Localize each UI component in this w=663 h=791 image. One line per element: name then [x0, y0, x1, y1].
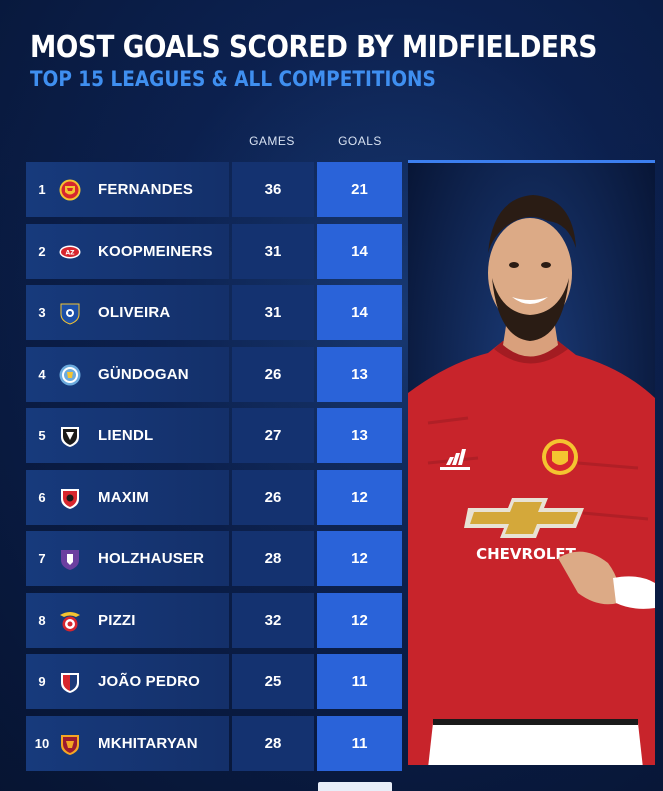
rank-number: 1	[38, 182, 46, 197]
cagliari-crest-icon	[59, 670, 81, 694]
player-photo: CHEVROLET	[408, 160, 655, 765]
rank-number: 2	[38, 243, 46, 259]
rank-number: 5	[38, 428, 46, 443]
manchester-united-crest-icon	[59, 178, 81, 202]
column-header-goals: GOALS	[338, 134, 382, 148]
row-player-cell: 6 MAXIM	[26, 469, 229, 525]
games-value: 28	[232, 531, 314, 586]
benfica-crest-icon	[59, 609, 81, 633]
row-player-cell: 7 HOLZHAUSER	[26, 531, 229, 586]
goals-value: 12	[317, 531, 402, 586]
games-value: 36	[232, 162, 314, 217]
table-row: 10 MKHITARYAN 28 11	[26, 715, 402, 771]
row-player-cell: 5 LIENDL	[26, 408, 229, 463]
player-name: OLIVEIRA	[98, 304, 171, 321]
table-row: 5 LIENDL 27 13	[26, 408, 402, 463]
row-player-cell: 4 GÜNDOGAN	[26, 346, 229, 402]
goals-value: 14	[317, 223, 402, 279]
games-value: 31	[232, 285, 314, 340]
rank-number: 3	[38, 305, 46, 320]
goals-value: 14	[317, 285, 402, 340]
row-player-cell: 2 AZ KOOPMEINERS	[26, 223, 229, 279]
rank-number: 7	[38, 551, 46, 566]
games-value: 26	[232, 469, 314, 525]
row-player-cell: 10 MKHITARYAN	[26, 715, 229, 771]
table-row: 3 OLIVEIRA 31 14	[26, 285, 402, 340]
games-value: 28	[232, 715, 314, 771]
rank-number: 8	[38, 612, 46, 628]
row-player-cell: 8 PIZZI	[26, 592, 229, 648]
goals-value: 13	[317, 346, 402, 402]
table-row: 9 JOÃO PEDRO 25 11	[26, 654, 402, 709]
games-value: 26	[232, 346, 314, 402]
shirt-sponsor-text: CHEVROLET	[476, 545, 577, 563]
table-row: 4 GÜNDOGAN 26 13	[26, 346, 402, 402]
az-alkmaar-crest-icon: AZ	[59, 240, 81, 264]
goals-value: 12	[317, 469, 402, 525]
adidas-logo-icon	[440, 449, 470, 470]
manchester-city-crest-icon	[59, 363, 81, 387]
svg-text:AZ: AZ	[66, 249, 76, 256]
gaziantep-crest-icon	[59, 486, 81, 510]
rank-number: 10	[34, 735, 50, 751]
goals-value: 12	[317, 592, 402, 648]
goals-value: 21	[317, 162, 402, 217]
page-subtitle: TOP 15 LEAGUES & ALL COMPETITIONS	[30, 67, 436, 91]
player-name: LIENDL	[98, 427, 154, 444]
row-player-cell: 9 JOÃO PEDRO	[26, 654, 229, 709]
player-name: JOÃO PEDRO	[98, 673, 201, 690]
ranking-table: 1 FERNANDES 36 21 2 AZ KOOPMEINERS 31 14…	[26, 162, 402, 777]
games-value: 32	[232, 592, 314, 648]
publisher-logo	[318, 782, 392, 791]
games-value: 25	[232, 654, 314, 709]
player-name: MAXIM	[98, 488, 149, 506]
goals-value: 11	[317, 654, 402, 709]
goals-value: 13	[317, 408, 402, 463]
table-row: 8 PIZZI 32 12	[26, 592, 402, 648]
table-row: 1 FERNANDES 36 21	[26, 162, 402, 217]
wolfsberger-crest-icon	[59, 424, 81, 448]
games-value: 27	[232, 408, 314, 463]
shirt-shape	[408, 341, 655, 765]
manchester-united-shirt-crest-icon	[542, 439, 578, 475]
beerschot-crest-icon	[59, 547, 81, 571]
as-roma-crest-icon	[59, 732, 81, 756]
player-name: MKHITARYAN	[98, 734, 198, 752]
goals-value: 11	[317, 715, 402, 771]
player-name: HOLZHAUSER	[98, 550, 205, 567]
table-row: 6 MAXIM 26 12	[26, 469, 402, 525]
player-name: PIZZI	[98, 611, 136, 629]
rank-number: 6	[38, 489, 46, 505]
player-name: GÜNDOGAN	[98, 365, 189, 383]
row-player-cell: 1 FERNANDES	[26, 162, 229, 217]
fc-porto-crest-icon	[59, 301, 81, 325]
games-value: 31	[232, 223, 314, 279]
chevrolet-logo-icon	[464, 498, 584, 538]
table-row: 7 HOLZHAUSER 28 12	[26, 531, 402, 586]
player-name: KOOPMEINERS	[98, 242, 213, 260]
rank-number: 9	[38, 674, 46, 689]
row-player-cell: 3 OLIVEIRA	[26, 285, 229, 340]
page-title: MOST GOALS SCORED BY MIDFIELDERS	[30, 30, 598, 65]
player-name: FERNANDES	[98, 181, 194, 198]
column-header-games: GAMES	[249, 134, 295, 148]
table-row: 2 AZ KOOPMEINERS 31 14	[26, 223, 402, 279]
rank-number: 4	[38, 366, 46, 382]
